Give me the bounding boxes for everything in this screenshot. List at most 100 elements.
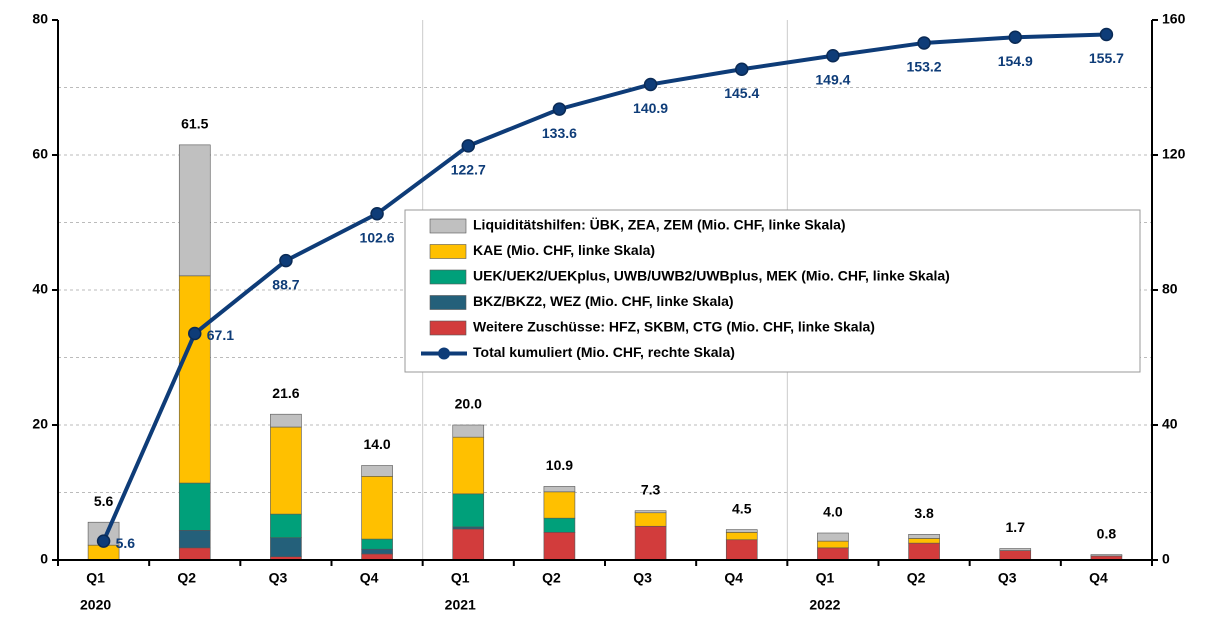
bar-segment: [908, 534, 940, 539]
y2-tick-label: 0: [1162, 551, 1170, 567]
line-marker: [370, 206, 384, 221]
line-marker: [643, 77, 658, 92]
line-marker: [552, 102, 567, 116]
total-label: 3.8: [914, 505, 934, 521]
y2-tick-label: 40: [1162, 416, 1178, 432]
bar-segment: [361, 548, 393, 555]
line-value-label: 5.6: [116, 535, 136, 551]
year-label: 2021: [445, 597, 476, 613]
line-value-label: 88.7: [272, 276, 299, 292]
bar-segment: [361, 538, 393, 550]
y2-tick-label: 80: [1162, 281, 1178, 297]
total-label: 14.0: [363, 436, 390, 452]
line-marker: [917, 36, 931, 50]
bar-segment: [634, 510, 667, 514]
bar-segment: [543, 491, 576, 519]
line-marker: [735, 62, 749, 77]
line-value-label: 155.7: [1089, 50, 1124, 66]
cumulative-line: [101, 32, 1107, 542]
line-value-label: 149.4: [815, 71, 850, 87]
line-value-label: 140.9: [633, 100, 668, 116]
x-tick-label: Q2: [907, 570, 926, 586]
legend-label: Weitere Zuschüsse: HFZ, SKBM, CTG (Mio. …: [473, 319, 875, 335]
total-label: 5.6: [94, 493, 114, 509]
bar-segment: [908, 542, 940, 561]
total-label: 1.7: [1006, 519, 1026, 535]
line-value-label: 67.1: [207, 327, 234, 343]
legend-swatch: [429, 218, 467, 234]
x-tick-label: Q4: [360, 570, 379, 586]
x-tick-label: Q4: [724, 570, 743, 586]
bar-segment: [543, 517, 576, 533]
bar-segment: [725, 539, 758, 561]
bar-segment: [452, 424, 485, 438]
bar-segment: [270, 426, 302, 515]
line-value-label: 145.4: [724, 85, 759, 101]
line-value-label: 122.7: [451, 162, 486, 178]
bar-segment: [452, 436, 485, 495]
bar-segment: [999, 550, 1032, 561]
x-tick-label: Q2: [542, 570, 561, 586]
bar-segment: [178, 144, 211, 277]
x-tick-label: Q1: [816, 570, 835, 586]
line-marker: [1008, 30, 1022, 44]
bar-segment: [270, 537, 302, 557]
bar-segment: [999, 548, 1032, 551]
line-value-label: 154.9: [998, 53, 1033, 69]
bar-segment: [1090, 554, 1123, 557]
legend-label: Total kumuliert (Mio. CHF, rechte Skala): [473, 344, 735, 360]
bar-segment: [178, 482, 211, 531]
total-label: 20.0: [455, 396, 482, 412]
total-label: 61.5: [181, 116, 208, 132]
total-label: 10.9: [546, 457, 573, 473]
line-marker: [96, 534, 111, 548]
total-label: 4.0: [823, 504, 843, 520]
year-label: 2020: [80, 597, 111, 613]
x-tick-label: Q3: [633, 570, 652, 586]
y-tick-label: 0: [40, 551, 48, 567]
bar-segment: [634, 512, 667, 527]
bar-segment: [634, 525, 667, 561]
legend-label: Liquiditätshilfen: ÜBK, ZEA, ZEM (Mio. C…: [473, 217, 846, 233]
legend-label: BKZ/BKZ2, WEZ (Mio. CHF, linke Skala): [473, 293, 734, 309]
line-marker: [461, 139, 475, 153]
x-tick-label: Q1: [86, 570, 105, 586]
line-marker: [188, 326, 202, 341]
line-marker: [826, 49, 840, 63]
legend-marker: [438, 347, 450, 360]
legend-label: UEK/UEK2/UEKplus, UWB/UWB2/UWBplus, MEK …: [473, 268, 950, 284]
y2-tick-label: 120: [1162, 146, 1186, 162]
x-tick-label: Q2: [177, 570, 196, 586]
bar-segment: [452, 528, 485, 561]
bar-segment: [452, 493, 485, 528]
bar-segment: [178, 529, 211, 549]
x-tick-label: Q3: [269, 570, 288, 586]
bar-segment: [817, 532, 849, 542]
legend-swatch: [429, 295, 467, 310]
bar-segment: [270, 413, 302, 428]
y-tick-label: 20: [32, 416, 48, 432]
bar-segment: [543, 532, 576, 561]
legend-box: [404, 209, 1141, 373]
bar-segment: [361, 465, 393, 477]
x-tick-label: Q1: [451, 570, 470, 586]
bar-segment: [178, 547, 211, 561]
year-label: 2022: [809, 597, 840, 613]
bar-segment: [270, 513, 302, 539]
bar-segment: [725, 529, 758, 533]
line-value-label: 102.6: [360, 229, 395, 245]
line-marker: [279, 253, 293, 268]
x-tick-label: Q4: [1089, 570, 1108, 586]
y-tick-label: 40: [32, 281, 48, 297]
y2-tick-label: 160: [1162, 11, 1186, 27]
line-value-label: 153.2: [907, 59, 942, 75]
bar-segment: [908, 538, 940, 544]
total-label: 21.6: [272, 385, 299, 401]
line-marker: [1099, 27, 1114, 42]
total-label: 7.3: [641, 481, 661, 497]
y-tick-label: 80: [32, 11, 48, 27]
legend-swatch: [429, 320, 467, 336]
line-value-label: 133.6: [542, 125, 577, 141]
x-tick-label: Q3: [998, 570, 1017, 586]
